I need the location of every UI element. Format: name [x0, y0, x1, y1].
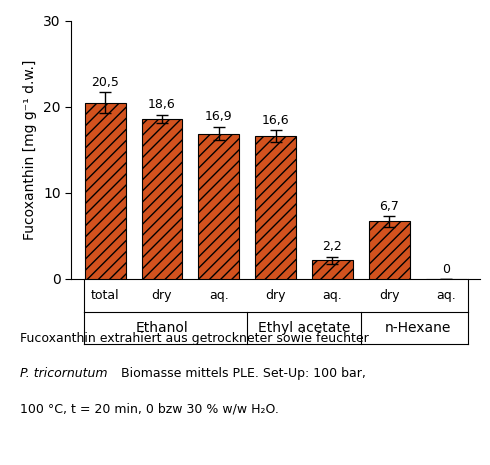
Bar — [369, 221, 410, 279]
Text: 6,7: 6,7 — [379, 200, 399, 213]
Text: P. tricornutum: P. tricornutum — [20, 367, 107, 380]
Text: 18,6: 18,6 — [148, 98, 176, 111]
Bar — [85, 103, 125, 279]
Text: n-Hexane: n-Hexane — [385, 321, 451, 335]
Y-axis label: Fucoxanthin [mg g⁻¹ d.w.]: Fucoxanthin [mg g⁻¹ d.w.] — [24, 60, 37, 240]
Bar — [255, 136, 296, 279]
Text: 20,5: 20,5 — [91, 76, 119, 89]
Text: Fucoxanthin extrahiert aus getrockneter sowie feuchter: Fucoxanthin extrahiert aus getrockneter … — [20, 332, 368, 345]
Bar — [198, 133, 239, 279]
Text: 16,6: 16,6 — [262, 114, 290, 127]
Text: 2,2: 2,2 — [322, 240, 343, 253]
Text: 100 °C, t = 20 min, 0 bzw 30 % w/w H₂O.: 100 °C, t = 20 min, 0 bzw 30 % w/w H₂O. — [20, 402, 278, 415]
Bar — [142, 119, 182, 279]
Text: 0: 0 — [442, 263, 450, 276]
Bar — [312, 260, 353, 279]
Text: Biomasse mittels PLE. Set-Up: 100 bar,: Biomasse mittels PLE. Set-Up: 100 bar, — [117, 367, 366, 380]
Text: 16,9: 16,9 — [205, 110, 233, 123]
Text: Ethyl acetate: Ethyl acetate — [258, 321, 350, 335]
Text: Ethanol: Ethanol — [136, 321, 188, 335]
